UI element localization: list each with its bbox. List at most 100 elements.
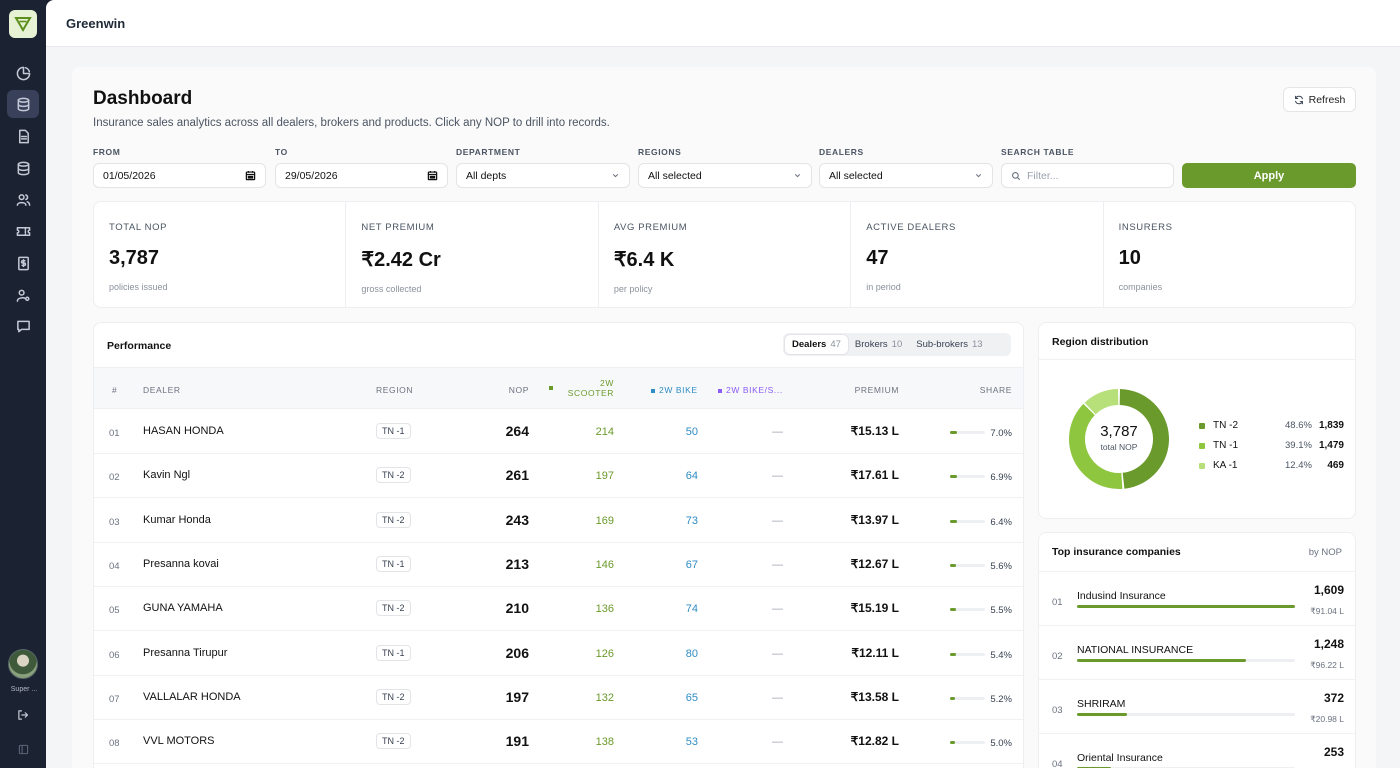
insurer-premium: ₹96.22 L [1310,660,1344,670]
donut-slice-ka-1[interactable] [1084,389,1119,415]
nop-value-link[interactable]: 213 [505,555,529,572]
donut-slice-tn-2[interactable] [1119,389,1169,489]
chart-pie-icon [16,66,30,80]
share-bar [950,519,985,523]
dealer-name[interactable]: HASAN HONDA [143,425,224,437]
nav-database[interactable] [7,90,39,118]
department-select[interactable]: All depts [456,163,630,188]
table-row[interactable]: 04 Presanna kovai TN -1 213 146 67 — ₹12.67 L 5.… [94,543,1023,587]
regions-select[interactable]: All selected [638,163,812,188]
collapse-sidebar-button[interactable] [7,735,39,763]
donut-slice-tn-1[interactable] [1069,403,1123,489]
performance-title: Performance [107,340,172,352]
scooter-count: 126 [595,647,614,660]
share-value: 5.5% [990,605,1012,617]
dealer-name[interactable]: GUNA YAMAHA [143,602,223,615]
dealer-name[interactable]: Presanna Tirupur [143,646,228,659]
dealer-name[interactable]: Kavin Ngl [143,469,191,482]
col-dealer[interactable]: DEALER [143,385,181,395]
col-region[interactable]: REGION [376,385,414,395]
nav-tickets[interactable] [7,217,39,245]
nop-value-link[interactable]: 191 [505,733,529,750]
tab-sub-brokers[interactable]: Sub-brokers 13 [909,335,989,354]
row-index: 05 [109,605,120,617]
col-2w-bike-s[interactable]: 2W BIKE/S... [718,385,783,395]
donut-center-label: total NOP [1100,442,1138,452]
page-subtitle: Insurance sales analytics across all dea… [93,117,610,129]
nop-value-link[interactable]: 243 [505,511,529,528]
dealers-select[interactable]: All selected [819,163,993,188]
col-2w-bike[interactable]: 2W BIKE [651,385,698,395]
users-icon [16,193,30,206]
share-bar-fill [950,608,956,612]
from-date-input[interactable]: 01/05/2026 [93,163,266,188]
table-row[interactable]: 01 HASAN HONDA TN -1 264 214 50 — ₹15.13 L 7.0% [94,410,1023,454]
nop-value-link[interactable]: 261 [505,467,529,484]
dealer-name[interactable]: Presanna kovai [143,557,219,570]
table-row[interactable]: 02 Kavin Ngl TN -2 261 197 64 — ₹17.61 L 6.9% [94,454,1023,499]
table-row[interactable]: 03 Kumar Honda TN -2 243 169 73 — ₹13.97 L 6.4% [94,499,1023,543]
kpi-sub: companies [1118,282,1163,292]
tab-brokers[interactable]: Brokers 10 [848,335,909,354]
insurer-name: Oriental Insurance [1077,752,1163,764]
legend-item[interactable]: TN -2 48.6% 1,839 [1199,420,1344,434]
chevron-down-icon [794,174,801,178]
nav-users[interactable] [7,185,39,213]
nav-documents[interactable] [7,122,39,150]
apply-button[interactable]: Apply [1182,163,1356,188]
legend-item[interactable]: KA -1 12.4% 469 [1199,460,1344,474]
tab-label: Dealers [792,339,827,350]
kpi-avg-premium: AVG PREMIUM ₹6.4 K per policy [599,202,852,307]
refresh-button[interactable]: Refresh [1283,87,1356,112]
col-nop[interactable]: NOP [508,385,529,395]
table-row[interactable]: 07 VALLALAR HONDA TN -2 197 132 65 — ₹13.58 L 5.… [94,676,1023,720]
bike-count: 64 [685,470,698,483]
nav-invoices[interactable] [7,249,39,277]
app-logo[interactable] [9,10,37,38]
col-premium[interactable]: PREMIUM [854,385,899,395]
nop-value-link[interactable]: 206 [505,644,529,661]
insurer-rank: 03 [1052,705,1063,716]
dealer-name[interactable]: Kumar Honda [143,513,211,526]
dealer-name[interactable]: VVL MOTORS [143,735,215,748]
table-row[interactable]: 05 GUNA YAMAHA TN -2 210 136 74 — ₹15.19 L 5.5% [94,587,1023,632]
nop-value-link[interactable]: 264 [505,423,529,439]
region-donut-chart[interactable] [1068,388,1170,490]
nav-messages[interactable] [7,312,39,340]
table-row[interactable]: 06 Presanna Tirupur TN -1 206 126 80 — ₹12.11 L… [94,632,1023,676]
legend-percent: 12.4% [1285,460,1312,471]
insurer-row[interactable]: 02 NATIONAL INSURANCE 1,248 ₹96.22 L [1039,626,1355,680]
bike-s-count: — [772,691,783,704]
top-insurers-card: Top insurance companies by NOP 01 Indusin… [1038,532,1356,768]
dealer-name[interactable]: VALLALAR HONDA [143,690,241,703]
nop-value-link[interactable]: 210 [505,600,529,617]
sidebar: Super ... [0,0,46,768]
share-bar-fill [950,652,956,656]
insurer-row[interactable]: 03 SHRIRAM 372 ₹20.98 L [1039,680,1355,734]
performance-tabs: Dealers 47 Brokers 10 Sub-brokers 13 [783,333,1011,356]
legend-item[interactable]: TN -1 39.1% 1,479 [1199,440,1344,454]
nav-records[interactable] [7,154,39,182]
insurer-row[interactable]: 04 Oriental Insurance 253 [1039,734,1355,768]
legend-value: 1,839 [1318,420,1344,431]
insurer-name: NATIONAL INSURANCE [1077,644,1194,656]
tab-dealers[interactable]: Dealers 47 [785,335,848,354]
col-bike-s-label: 2W BIKE/S... [726,385,783,395]
nav-user-settings[interactable] [7,281,39,309]
user-avatar[interactable] [8,649,38,679]
col-2w-scooter[interactable]: 2W SCOOTER [549,378,614,398]
table-row[interactable]: 08 VVL MOTORS TN -2 191 138 53 — ₹12.82 L 5.0% [94,720,1023,765]
nop-value-link[interactable]: 197 [505,688,529,705]
share-bar [950,652,985,656]
share-value: 5.6% [990,560,1012,572]
premium-value: ₹12.82 L [850,734,899,749]
search-table-input[interactable]: Filter... [1001,163,1174,188]
logout-button[interactable] [7,701,39,729]
kpi-label: INSURERS [1118,222,1173,233]
col-share[interactable]: SHARE [979,385,1012,395]
insurer-nop: 372 [1323,691,1344,705]
insurer-row[interactable]: 01 Indusind Insurance 1,609 ₹91.04 L [1039,572,1355,626]
region-badge: TN -2 [376,467,411,484]
to-date-input[interactable]: 29/05/2026 [275,163,448,188]
nav-analytics[interactable] [7,59,39,87]
